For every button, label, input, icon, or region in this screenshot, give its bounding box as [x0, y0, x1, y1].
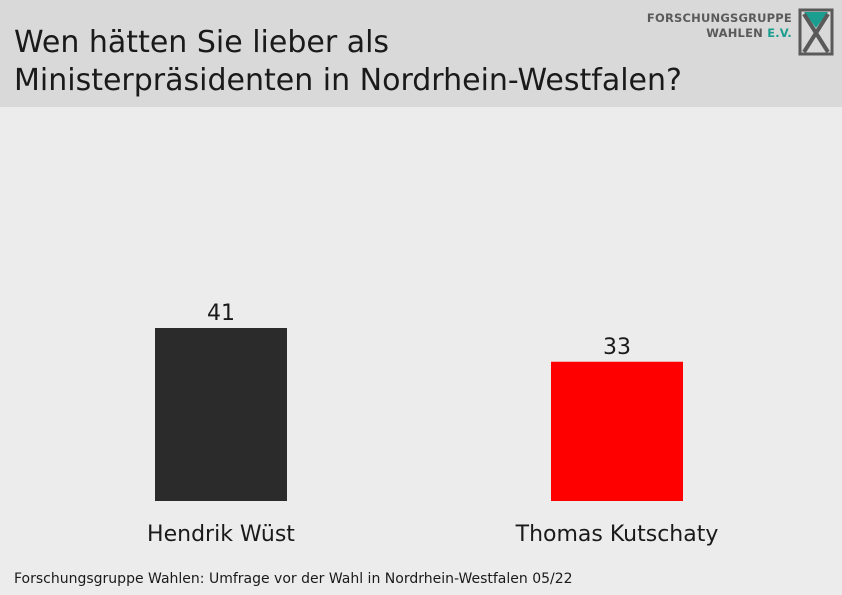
source-footer: Forschungsgruppe Wahlen: Umfrage vor der… [14, 571, 573, 587]
bar-chart: 41 Hendrik Wüst 33 Thomas Kutschaty [147, 301, 719, 547]
brand-logo: FORSCHUNGSGRUPPE WAHLEN E.V. [647, 8, 834, 58]
header: Wen hätten Sie lieber als Ministerpräsid… [0, 0, 842, 107]
logo-line2-wrap: WAHLEN E.V. [647, 26, 792, 41]
category-label-0: Hendrik Wüst [147, 522, 295, 547]
logo-line2: WAHLEN [706, 26, 763, 40]
logo-text: FORSCHUNGSGRUPPE WAHLEN E.V. [647, 11, 792, 41]
page-title: Wen hätten Sie lieber als Ministerpräsid… [14, 25, 682, 98]
category-label-1: Thomas Kutschaty [515, 522, 719, 547]
data-label-1: 33 [603, 335, 631, 360]
bar-0 [155, 328, 287, 501]
bar-1 [551, 361, 683, 501]
logo-line2-accent: E.V. [767, 26, 792, 40]
logo-line1: FORSCHUNGSGRUPPE [646, 11, 792, 25]
forschungsgruppe-wahlen-logo-icon [798, 8, 834, 56]
data-label-0: 41 [207, 301, 235, 326]
